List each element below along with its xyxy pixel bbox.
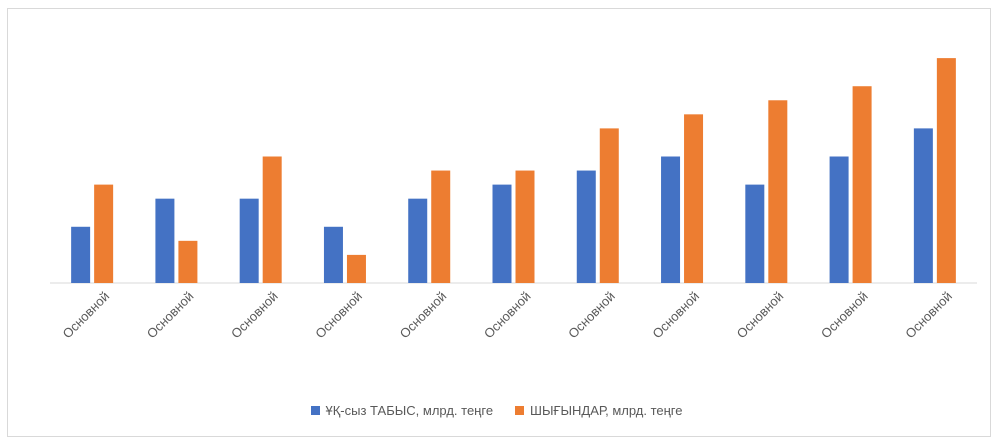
bar-series1-cat2 xyxy=(155,198,175,283)
bar-series2-cat2 xyxy=(178,240,198,283)
x-tick-label-6: Основной xyxy=(481,289,534,342)
bar-series2-cat11 xyxy=(936,58,956,283)
bar-series1-cat6 xyxy=(492,184,512,283)
x-tick-label-4: Основной xyxy=(312,289,365,342)
bar-series2-cat3 xyxy=(262,156,282,283)
legend-swatch-income xyxy=(310,405,320,415)
x-tick-label-11: Основной xyxy=(902,289,955,342)
bar-series1-cat4 xyxy=(323,226,343,283)
legend-swatch-expenses xyxy=(515,405,525,415)
bar-series2-cat6 xyxy=(515,170,535,283)
x-tick-label-10: Основной xyxy=(818,289,871,342)
x-tick-label-3: Основной xyxy=(228,289,281,342)
x-tick-label-1: Основной xyxy=(60,289,113,342)
bar-series1-cat7 xyxy=(576,170,596,283)
legend-item-income: ҰҚ-сыз ТАБЫС, млрд. теңге xyxy=(310,402,494,418)
bar-series2-cat5 xyxy=(431,170,451,283)
bar-series2-cat10 xyxy=(852,86,872,283)
x-tick-label-5: Основной xyxy=(397,289,450,342)
x-tick-label-9: Основной xyxy=(734,289,787,342)
bars-group xyxy=(71,58,956,284)
bar-series1-cat1 xyxy=(71,226,91,283)
legend: ҰҚ-сыз ТАБЫС, млрд. теңге ШЫҒЫНДАР, млрд… xyxy=(0,400,993,420)
legend-label-expenses: ШЫҒЫНДАР, млрд. теңге xyxy=(530,402,683,418)
x-tick-label-2: Основной xyxy=(144,289,197,342)
bar-series1-cat10 xyxy=(829,156,849,283)
bar-series1-cat8 xyxy=(661,156,681,283)
bar-series2-cat1 xyxy=(94,184,114,283)
bar-series1-cat5 xyxy=(408,198,428,283)
x-tick-label-8: Основной xyxy=(649,289,702,342)
bar-series2-cat4 xyxy=(346,254,366,283)
bar-series2-cat9 xyxy=(768,100,788,284)
bar-series1-cat3 xyxy=(239,198,259,283)
bar-series2-cat7 xyxy=(599,128,619,283)
x-tick-label-7: Основной xyxy=(565,289,618,342)
legend-label-income: ҰҚ-сыз ТАБЫС, млрд. теңге xyxy=(325,402,494,418)
legend-item-expenses: ШЫҒЫНДАР, млрд. теңге xyxy=(515,402,683,418)
bar-series1-cat9 xyxy=(745,184,765,283)
bar-series1-cat11 xyxy=(913,128,933,283)
bar-series2-cat8 xyxy=(684,114,704,283)
x-tick-labels: Основной Основной Основной Основной Основной… xyxy=(60,289,955,342)
